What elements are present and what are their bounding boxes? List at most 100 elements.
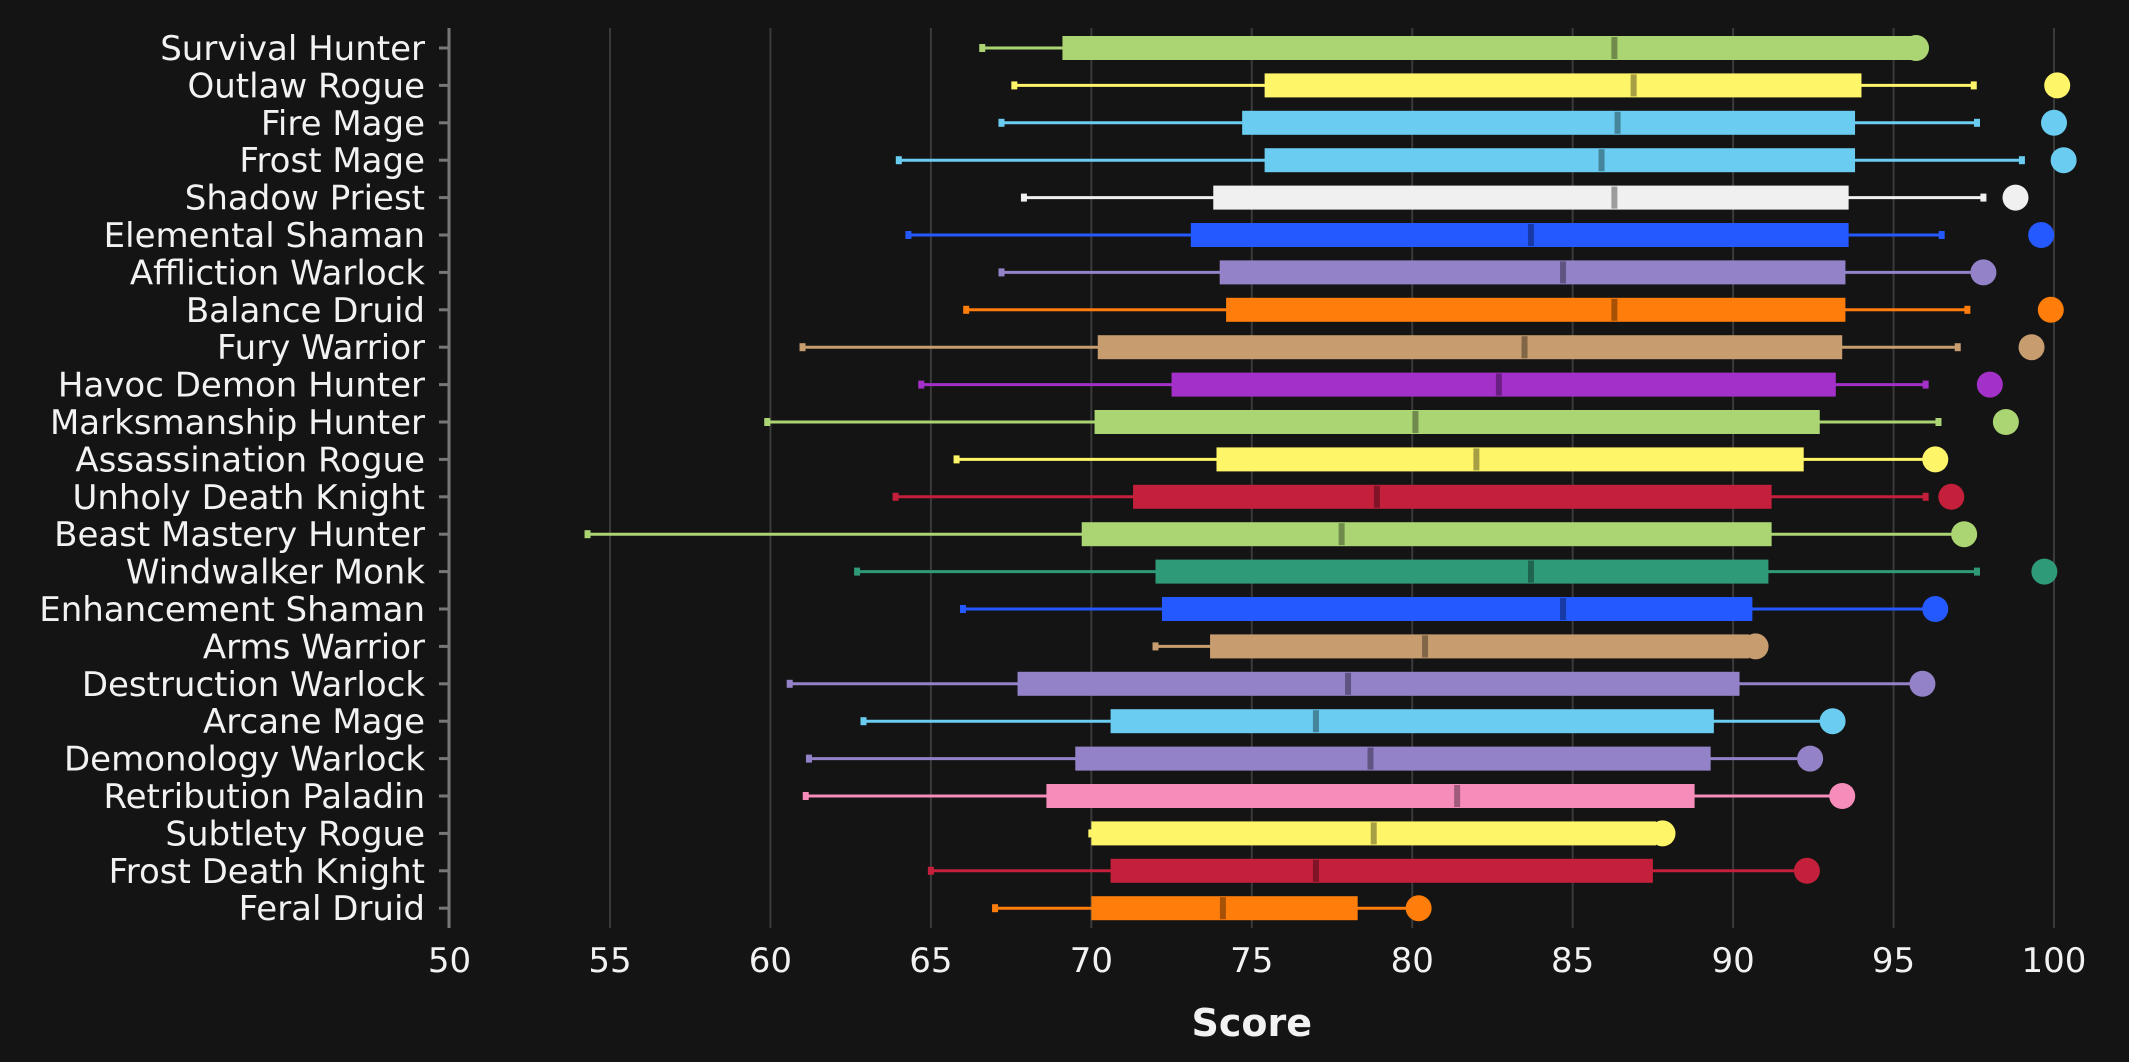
whisker-cap-min (1011, 81, 1018, 90)
category-label: Subtlety Rogue (165, 814, 425, 854)
category-label: Destruction Warlock (82, 665, 425, 705)
box-row (918, 371, 2003, 398)
top-score-dot (1797, 745, 1824, 772)
top-score-dot (1922, 446, 1949, 473)
median-marker (1598, 149, 1605, 172)
whisker-cap-min (963, 305, 970, 314)
x-tick-label-50: 50 (428, 941, 471, 981)
whisker-cap-max (1922, 492, 1929, 501)
median-marker (1560, 261, 1567, 284)
box-row (953, 446, 1949, 473)
box-row (1020, 184, 2029, 211)
whisker-cap-min (959, 605, 966, 613)
median-marker (1454, 785, 1461, 807)
whisker-cap-min (979, 44, 986, 52)
median-marker (1373, 485, 1380, 508)
top-score-dot (2044, 72, 2071, 99)
iqr-box (1216, 447, 1804, 472)
median-marker (1611, 186, 1618, 209)
box-row (764, 409, 2019, 435)
whisker-cap-max (1922, 380, 1929, 389)
top-score-dot (2037, 296, 2064, 323)
category-label: Arms Warrior (203, 627, 425, 667)
box-row (1152, 633, 1769, 660)
top-score-dot (1992, 409, 2019, 435)
x-tick-label-60: 60 (749, 941, 792, 981)
iqr-box (1161, 597, 1753, 621)
whisker-cap-min (799, 343, 806, 352)
median-marker (1611, 298, 1618, 321)
iqr-box (1081, 522, 1772, 547)
median-marker (1495, 373, 1502, 396)
x-tick-label-75: 75 (1230, 941, 1273, 981)
iqr-box (1226, 297, 1846, 322)
top-score-dot (2028, 222, 2055, 248)
box-row (1011, 72, 2071, 99)
whisker-cap-min (805, 754, 812, 763)
iqr-box (1190, 223, 1849, 247)
whisker-cap-min (854, 567, 861, 576)
whisker-cap-max (1935, 418, 1942, 426)
top-score-dot (2050, 147, 2077, 174)
whisker-cap-min (764, 418, 771, 426)
x-tick-label-65: 65 (909, 941, 952, 981)
median-marker (1521, 336, 1528, 359)
iqr-box (1094, 410, 1820, 434)
box-row (895, 147, 2077, 174)
top-score-dot (1938, 483, 1965, 510)
top-score-dot (1829, 783, 1856, 809)
median-marker (1611, 37, 1618, 59)
top-score-dot (1649, 820, 1676, 847)
whisker-cap-max (2018, 156, 2025, 165)
top-score-dot (1903, 35, 1930, 61)
whisker-cap-min (918, 380, 925, 389)
category-label: Havoc Demon Hunter (58, 366, 425, 406)
top-score-dot (1405, 895, 1432, 922)
whisker-cap-min (895, 156, 902, 165)
whisker-cap-max (1973, 567, 1980, 576)
top-score-dot (1951, 521, 1978, 548)
whisker-cap-min (860, 717, 867, 726)
top-score-dot (1976, 371, 2003, 398)
category-label: Frost Mage (239, 141, 425, 181)
x-tick-label-95: 95 (1872, 941, 1915, 981)
iqr-box (1017, 671, 1740, 696)
marks-layer (584, 35, 2077, 922)
median-marker (1560, 598, 1567, 620)
iqr-box (1110, 709, 1714, 734)
iqr-box (1171, 372, 1836, 397)
category-label: Elemental Shaman (104, 216, 425, 256)
iqr-box (1264, 148, 1856, 173)
box-row (979, 35, 1930, 61)
whisker-cap-min (1020, 193, 1027, 202)
box-row (927, 857, 1820, 884)
category-label: Affliction Warlock (130, 253, 425, 293)
box-row (998, 109, 2067, 136)
category-label: Demonology Warlock (64, 740, 425, 780)
x-tick-label-55: 55 (588, 941, 631, 981)
iqr-box (1075, 746, 1711, 771)
category-label: Arcane Mage (203, 702, 425, 742)
whisker-cap-min (998, 268, 1005, 277)
top-score-dot (1909, 670, 1936, 697)
category-label: Retribution Paladin (103, 777, 425, 817)
median-marker (1422, 635, 1429, 658)
iqr-box (1155, 559, 1769, 584)
box-row (799, 334, 2045, 361)
median-marker (1312, 710, 1319, 733)
category-label: Balance Druid (186, 291, 425, 331)
axis-layer: 50 55 60 65 70 75 80 85 90 95 100 Survival HunterOu… (39, 28, 2086, 981)
top-score-dot (1793, 857, 1820, 884)
box-row (786, 670, 1936, 697)
top-score-dot (1970, 259, 1997, 286)
median-marker (1345, 672, 1352, 695)
median-marker (1338, 523, 1345, 546)
whisker-cap-min (802, 792, 809, 800)
category-label: Shadow Priest (185, 179, 425, 219)
whisker-cap-min (927, 866, 934, 875)
x-tick-label-70: 70 (1070, 941, 1113, 981)
iqr-box (1213, 185, 1849, 210)
x-tick-label-85: 85 (1551, 941, 1594, 981)
top-score-dot (2018, 334, 2045, 361)
